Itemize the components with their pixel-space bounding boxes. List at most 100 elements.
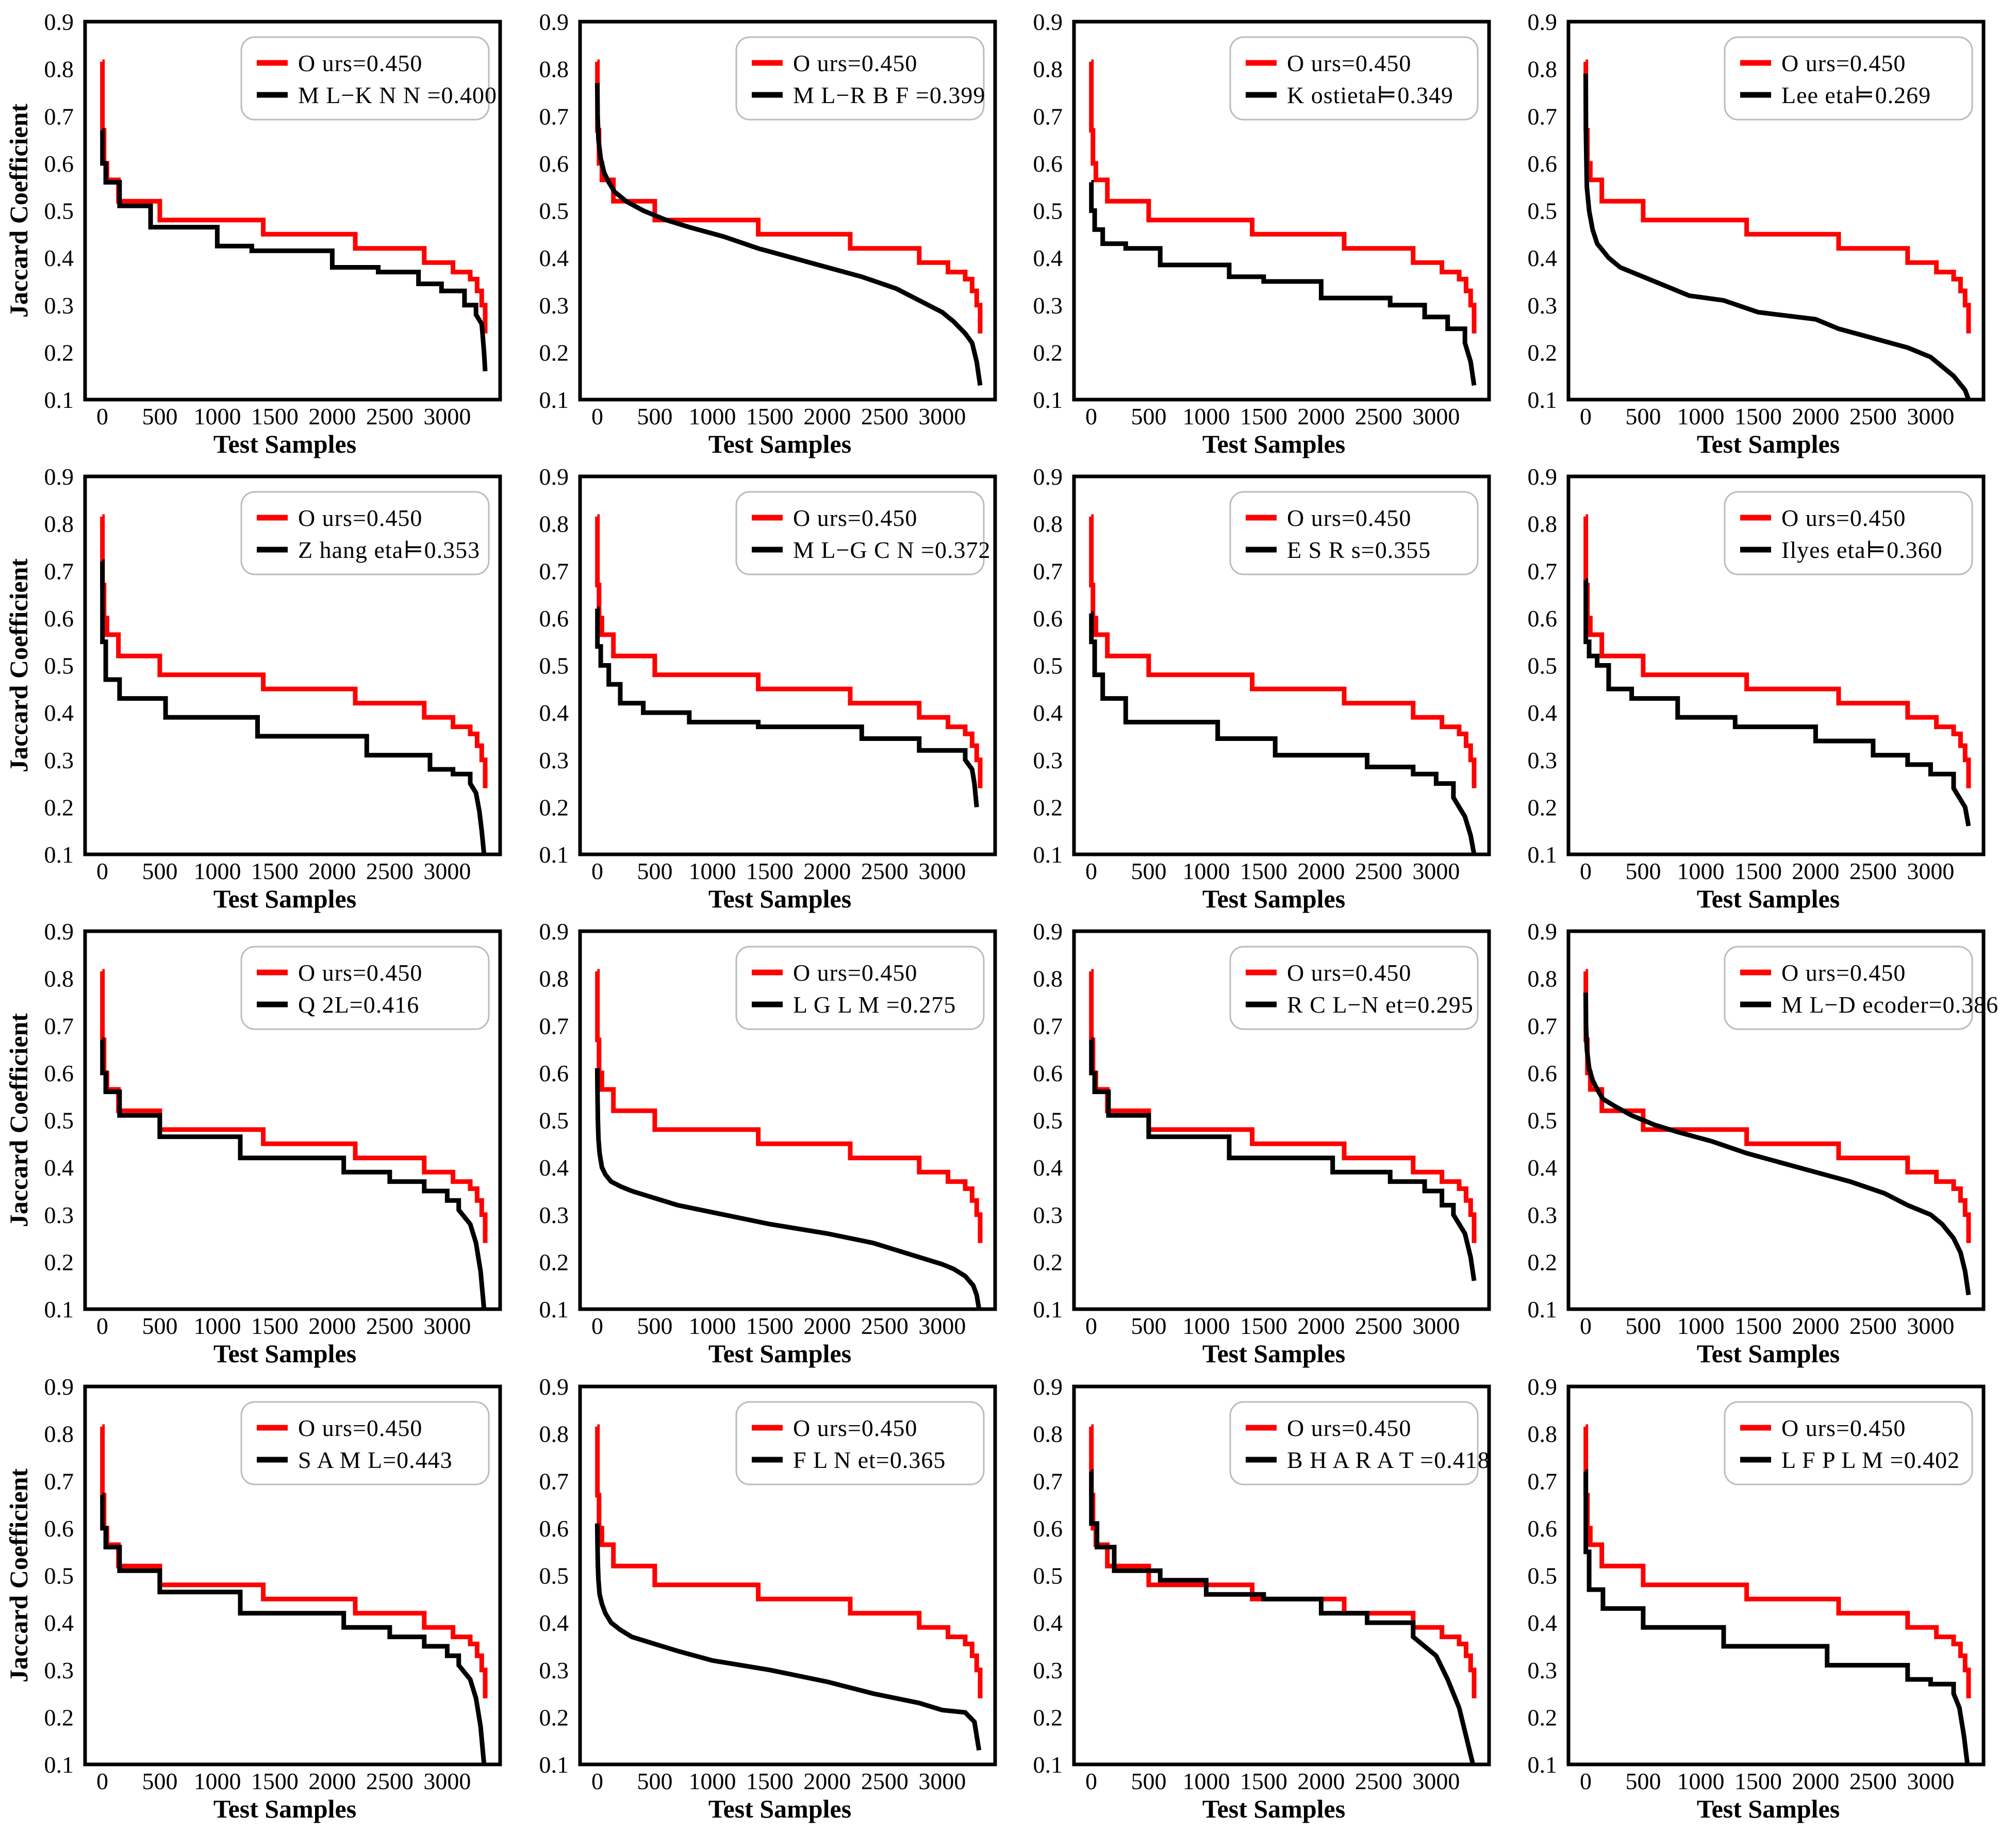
y-tick-label: 0.8 [1528, 56, 1558, 82]
subplot-8: 0.1 0.2 0.3 0.4 0.5 0.6 0.7 0.8 0.9 0 500 1000 1500 2… [1528, 464, 1986, 913]
y-tick-label: 0.9 [1033, 464, 1063, 490]
y-tick-label: 0.5 [44, 653, 74, 679]
x-tick-label: 3000 [1907, 1313, 1954, 1339]
series-line-ours [1089, 514, 1477, 788]
legend-label: O urs=0.450 [793, 50, 917, 76]
legend-box [240, 1401, 490, 1485]
x-tick-label: 3000 [918, 1768, 966, 1794]
x-tick-label: 0 [96, 858, 108, 884]
subplot-14: 0.1 0.2 0.3 0.4 0.5 0.6 0.7 0.8 0.9 0 500 1000 1500 2… [539, 1374, 997, 1823]
legend-box [735, 36, 985, 121]
axes-frame [1072, 20, 1491, 402]
y-tick-label: 0.1 [44, 1752, 74, 1778]
y-tick-label: 0.9 [44, 1374, 74, 1400]
x-tick-label: 2500 [366, 1313, 414, 1339]
y-tick-label: 0.2 [1528, 1249, 1558, 1275]
y-tick-label: 0.2 [539, 794, 569, 820]
y-tick-label: 0.6 [1033, 151, 1063, 177]
y-tick-label: 0.1 [44, 387, 74, 413]
x-tick-label: 500 [1131, 403, 1166, 430]
y-tick-label: 0.6 [1528, 1060, 1558, 1086]
y-tick-label: 0.4 [1033, 245, 1063, 271]
y-tick-label: 0.8 [44, 966, 74, 992]
y-tick-label: 0.7 [44, 1468, 74, 1494]
y-tick-label: 0.2 [539, 339, 569, 366]
axes-frame [83, 929, 502, 1311]
x-tick-label: 1000 [1182, 403, 1230, 430]
x-axis-label: Test Samples [708, 430, 851, 458]
legend-label: O urs=0.450 [1781, 50, 1906, 76]
x-tick-label: 2000 [1792, 858, 1839, 884]
y-tick-label: 0.9 [539, 9, 569, 35]
y-tick-label: 0.8 [44, 1421, 74, 1447]
legend: O urs=0.450 Z hang eta⊨0.353 [240, 491, 490, 575]
legend-label: O urs=0.450 [793, 1415, 917, 1441]
legend-label: E S R s=0.355 [1287, 537, 1431, 563]
x-tick-label: 2500 [1355, 1313, 1402, 1339]
x-tick-label: 3000 [1412, 1768, 1460, 1794]
x-tick-label: 3000 [918, 1313, 966, 1339]
y-tick-label: 0.3 [1033, 1202, 1063, 1228]
y-tick-label: 0.8 [539, 511, 569, 537]
y-tick-label: 0.4 [1528, 245, 1558, 271]
x-tick-label: 500 [637, 1313, 672, 1339]
y-tick-label: 0.4 [44, 700, 74, 726]
legend-label: O urs=0.450 [793, 505, 917, 531]
x-tick-label: 500 [1131, 1313, 1166, 1339]
x-tick-label: 3000 [1907, 1768, 1954, 1794]
axes-frame [578, 929, 997, 1311]
series-line-ours [100, 514, 488, 788]
y-tick-label: 0.9 [1528, 9, 1558, 35]
x-tick-label: 2000 [803, 858, 851, 884]
legend-label: M L−G C N =0.372 [793, 537, 991, 563]
y-tick-label: 0.6 [539, 1060, 569, 1086]
y-tick-label: 0.4 [44, 1610, 74, 1636]
series-line-q2l [100, 1037, 487, 1310]
y-tick-label: 0.4 [539, 245, 569, 271]
legend-label: O urs=0.450 [793, 960, 917, 986]
y-tick-label: 0.5 [44, 1108, 74, 1134]
x-tick-label: 0 [96, 1313, 108, 1339]
legend-box [1724, 491, 1973, 575]
y-tick-label: 0.8 [1033, 1421, 1063, 1447]
y-tick-label: 0.5 [1528, 653, 1558, 679]
x-tick-label: 3000 [423, 1768, 471, 1794]
y-tick-label: 0.3 [1033, 292, 1063, 319]
legend-box [1724, 946, 1973, 1030]
y-tick-label: 0.2 [1033, 1249, 1063, 1275]
legend-box [735, 491, 985, 575]
x-tick-label: 1000 [1182, 858, 1230, 884]
x-tick-label: 2000 [1297, 1768, 1345, 1794]
series-line-ml-rbf [594, 83, 983, 386]
legend-box [1229, 1401, 1479, 1485]
x-tick-label: 2500 [1849, 858, 1897, 884]
x-tick-label: 500 [1131, 858, 1166, 884]
y-tick-label: 0.6 [1528, 1515, 1558, 1542]
x-tick-label: 0 [1085, 1768, 1097, 1794]
x-axis-label: Test Samples [708, 884, 851, 913]
y-tick-label: 0.1 [539, 841, 569, 868]
x-axis-label: Test Samples [213, 430, 356, 458]
y-tick-label: 0.4 [539, 1154, 569, 1181]
subplot-7: 0.1 0.2 0.3 0.4 0.5 0.6 0.7 0.8 0.9 0 500 1000 1500 2… [1033, 464, 1491, 913]
y-tick-label: 0.9 [539, 1374, 569, 1400]
y-axis-label: Jaccard Coefficient [4, 1013, 33, 1227]
series-line-bharat [1089, 1469, 1476, 1765]
axes-frame [578, 474, 997, 856]
x-axis-label: Test Samples [708, 1339, 851, 1368]
y-tick-label: 0.3 [1033, 1657, 1063, 1683]
y-tick-label: 0.8 [44, 56, 74, 82]
x-tick-label: 2000 [308, 1313, 356, 1339]
x-axis-label: Test Samples [708, 1794, 851, 1823]
x-tick-label: 500 [637, 403, 672, 430]
x-tick-label: 3000 [1907, 403, 1954, 430]
y-tick-label: 0.6 [44, 1060, 74, 1086]
x-tick-label: 1500 [251, 403, 299, 430]
y-tick-label: 0.7 [539, 103, 569, 129]
axes-frame [1566, 929, 1986, 1311]
y-tick-label: 0.7 [539, 1013, 569, 1039]
x-axis-label: Test Samples [1202, 1794, 1345, 1823]
y-tick-label: 0.5 [539, 1563, 569, 1589]
x-tick-label: 500 [1131, 1768, 1166, 1794]
